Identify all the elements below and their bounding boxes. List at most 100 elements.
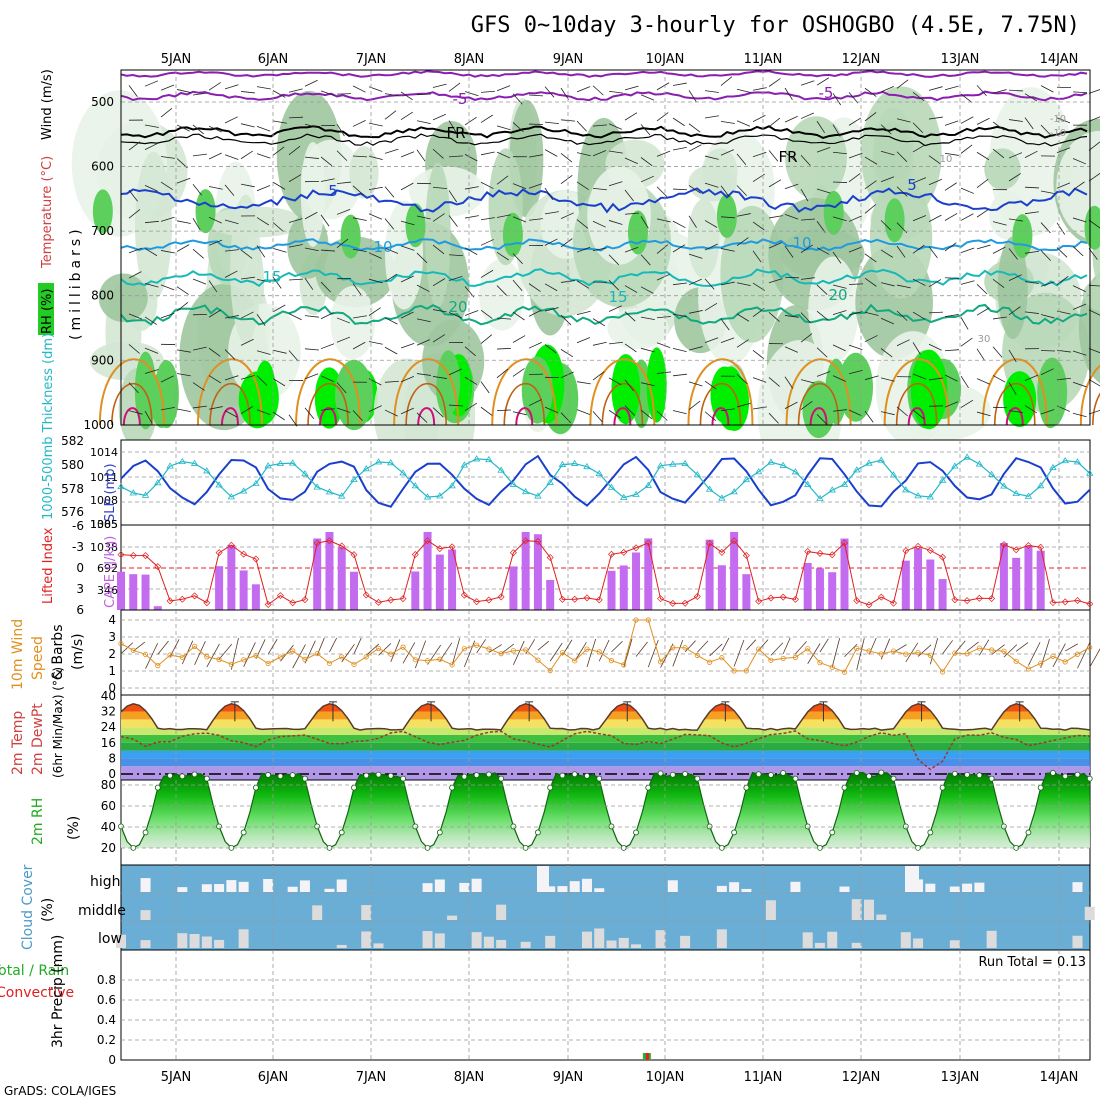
rh-marker: [1038, 785, 1043, 790]
rh-marker: [965, 772, 970, 777]
ylabel-wind10-a: 10m Wind: [10, 619, 26, 690]
cloud-low-bar: [827, 932, 837, 948]
rh-blob: [808, 257, 858, 363]
cloud-low-bar: [496, 940, 506, 948]
tick-label: 0.6: [97, 993, 116, 1007]
top-date-7JAN: 7JAN: [356, 52, 387, 67]
cape-bar: [828, 572, 836, 610]
tick-label: 16: [101, 736, 116, 750]
rh-marker: [707, 824, 712, 829]
rh-marker: [1050, 771, 1055, 776]
cloud-low-bar: [423, 931, 433, 948]
rh-blob-bright: [335, 360, 373, 430]
cape-bar: [742, 574, 750, 610]
tick-label: 0: [76, 561, 84, 575]
cloud-high-bar: [300, 880, 310, 892]
rh-blob-mid: [196, 189, 216, 233]
cape-bar: [620, 565, 628, 610]
rh-marker: [192, 772, 197, 777]
cloud-low-bar: [484, 937, 494, 948]
tick-label: 1385: [90, 518, 118, 531]
ylabel-cloud-unit: (%): [40, 898, 56, 922]
cape-bar: [608, 571, 616, 610]
tick-label: 582: [61, 434, 84, 448]
ylabel-rh2m-unit: (%): [66, 816, 82, 840]
temp-band: [121, 758, 1090, 766]
ylabel-rh2m: 2m RH: [30, 798, 46, 845]
cape-bar: [840, 539, 848, 610]
rh-marker: [683, 772, 688, 777]
cloud-middle-bar: [496, 905, 506, 920]
tick-label: 576: [61, 505, 84, 519]
cloud-high-bar: [582, 879, 592, 892]
rh-marker: [474, 773, 479, 778]
cloud-high-bar: [202, 884, 212, 892]
tick-label: 0: [108, 1053, 116, 1067]
cape-bar: [926, 560, 934, 610]
cloud-high-bar: [668, 880, 678, 892]
footer-credit: GrADS: COLA/IGES: [4, 1084, 116, 1098]
top-date-8JAN: 8JAN: [454, 52, 485, 67]
rh-marker: [756, 772, 761, 777]
cloud-low-bar: [803, 932, 813, 948]
cloud-high-bar: [459, 883, 469, 892]
top-date-11JAN: 11JAN: [744, 52, 783, 67]
rh-marker: [217, 824, 222, 829]
temp-band: [121, 743, 1090, 751]
rh-blob-bright: [839, 353, 873, 422]
cloud-low-bar: [717, 929, 727, 948]
rh-marker: [143, 830, 148, 835]
cloud-level-middle: middle: [78, 903, 126, 919]
ylabel-wind10-d: (m/s): [70, 633, 86, 670]
tick-label: 500: [91, 95, 114, 109]
bottom-date-13JAN: 13JAN: [941, 1070, 980, 1085]
cloud-middle-bar: [447, 916, 457, 920]
isotherm-label: FR: [446, 124, 465, 142]
cloud-high-bar: [594, 888, 604, 892]
rh-marker: [928, 830, 933, 835]
rh-marker: [315, 824, 320, 829]
top-date-9JAN: 9JAN: [553, 52, 584, 67]
isotherm-label: 15: [262, 268, 281, 286]
rh-marker: [1063, 774, 1068, 779]
cloud-low-bar: [177, 933, 187, 948]
cloud-low-bar: [521, 942, 531, 948]
rh-marker: [1001, 824, 1006, 829]
cloud-low-bar: [1072, 936, 1082, 948]
isotherm-label: 20: [828, 286, 847, 304]
cloud-low-bar: [545, 936, 555, 948]
cloud-low-bar: [656, 930, 666, 948]
rh-blob: [349, 146, 378, 198]
cape-bar: [252, 584, 260, 610]
rh-marker: [879, 770, 884, 775]
cloud-high-bar: [974, 883, 984, 892]
wind10-barb: [1090, 644, 1100, 667]
rh-blob-mid: [628, 211, 648, 255]
tick-label: 32: [101, 705, 116, 719]
tick-label: 4: [108, 613, 116, 627]
bottom-date-5JAN: 5JAN: [161, 1070, 192, 1085]
rh-marker: [241, 830, 246, 835]
rh-marker: [302, 776, 307, 781]
cape-bar: [718, 565, 726, 610]
rh-blob-mid: [341, 215, 361, 259]
ylabel-precip-c: 3hr Precip (mm): [50, 935, 66, 1048]
cloud-level-low: low: [98, 931, 122, 947]
cloud-high-bar: [950, 887, 960, 892]
tick-label: 0.4: [97, 1013, 116, 1027]
bottom-date-8JAN: 8JAN: [454, 1070, 485, 1085]
cloud-high-bar: [239, 882, 249, 892]
rh-blob: [703, 148, 738, 196]
cloud-high-bar: [324, 889, 334, 892]
top-date-12JAN: 12JAN: [842, 52, 881, 67]
rh-marker: [155, 785, 160, 790]
ylabel-cape: CAPE (J/kg): [103, 536, 118, 608]
cloud-high-bar: [177, 887, 187, 892]
tick-label: 8: [108, 751, 116, 765]
rh-blob: [984, 148, 1020, 189]
